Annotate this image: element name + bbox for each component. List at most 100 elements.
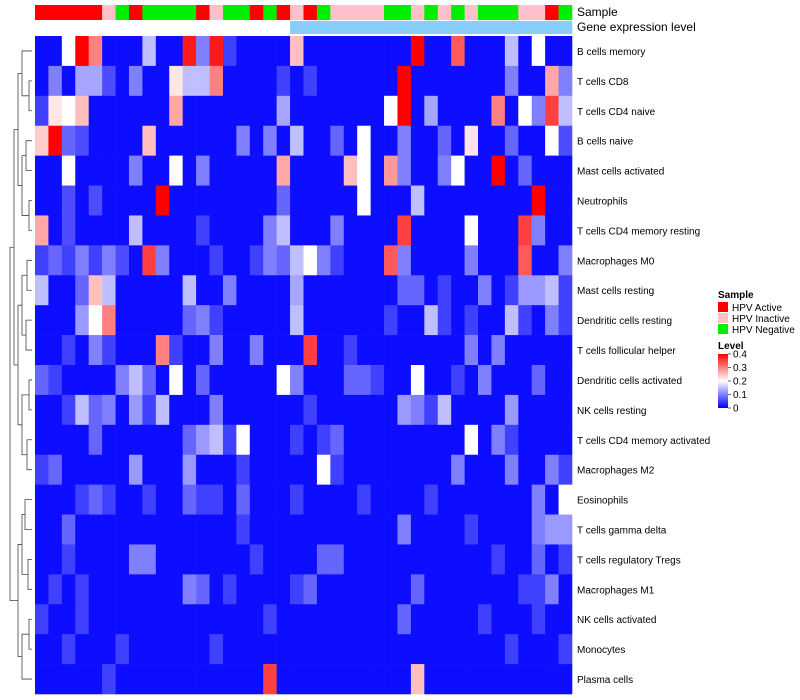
heatmap-cell (128, 514, 143, 545)
heatmap-cell (330, 36, 345, 67)
heatmap-cell (209, 275, 224, 306)
heatmap-cell (236, 65, 251, 97)
heatmap-cell (276, 155, 291, 186)
heatmap-cell (357, 454, 371, 485)
heatmap-cell (249, 604, 264, 635)
sample-annotation-cell (48, 5, 63, 20)
gene-level-cell (61, 21, 76, 34)
heatmap-cell (330, 574, 345, 605)
heatmap-cell (384, 544, 398, 575)
heatmap-cell (196, 664, 210, 695)
heatmap-cell (75, 514, 89, 545)
heatmap-cell (437, 514, 452, 545)
sample-annotation-cell (196, 5, 210, 20)
heatmap-cell (437, 275, 452, 306)
heatmap-cell (276, 245, 291, 276)
heatmap-cell (128, 185, 143, 216)
heatmap-cell (424, 394, 439, 426)
heatmap-cell (222, 604, 237, 635)
heatmap-cell (424, 95, 439, 127)
heatmap-cell (478, 604, 492, 635)
heatmap-cell (491, 454, 506, 485)
heatmap-cell (48, 604, 63, 635)
heatmap-cell (545, 155, 559, 186)
row-label: T cells follicular helper (577, 346, 676, 357)
heatmap-cell (236, 484, 251, 515)
dendrogram-link (17, 544, 22, 658)
heatmap-cell (249, 335, 264, 366)
gene-level-cell (290, 21, 304, 34)
row-label: Monocytes (577, 645, 625, 656)
heatmap-cell (142, 95, 157, 127)
heatmap-cell (330, 454, 345, 485)
heatmap-cell (397, 95, 412, 127)
heatmap-cell (384, 305, 398, 336)
heatmap-cell (397, 365, 412, 396)
heatmap-cell (209, 484, 224, 515)
heatmap-cell (343, 215, 358, 246)
heatmap-cell (384, 484, 398, 515)
heatmap-cell (182, 275, 197, 306)
heatmap-cell (115, 634, 130, 665)
heatmap-cell (222, 125, 237, 156)
heatmap-cell (61, 95, 76, 127)
heatmap-cell (222, 95, 237, 127)
heatmap-cell (316, 574, 331, 605)
heatmap-cell (48, 36, 63, 67)
heatmap-cell (316, 365, 331, 396)
heatmap-cell (397, 604, 412, 635)
heatmap-cell (491, 514, 506, 545)
heatmap-cell (370, 185, 385, 216)
heatmap-cell (545, 394, 559, 426)
sample-annotation-cell (558, 5, 573, 20)
heatmap-cell (330, 95, 345, 127)
heatmap-cell (464, 514, 479, 545)
heatmap-cell (397, 305, 412, 336)
heatmap-cell (142, 365, 157, 396)
heatmap-cell (169, 36, 183, 67)
heatmap-cell (75, 155, 89, 186)
heatmap-cell (263, 454, 277, 485)
heatmap-cell (115, 335, 130, 366)
heatmap-cell (343, 36, 358, 67)
heatmap-cell (276, 394, 291, 426)
heatmap-cell (209, 36, 224, 67)
heatmap-cell (155, 544, 170, 575)
heatmap-cell (48, 514, 63, 545)
sample-annotation-cell (249, 5, 264, 20)
heatmap-cell (182, 664, 197, 695)
heatmap-cell (464, 544, 479, 575)
heatmap-cell (128, 544, 143, 575)
heatmap-cell (410, 574, 425, 605)
heatmap-cell (290, 544, 304, 575)
heatmap-cell (263, 365, 277, 396)
heatmap-cell (290, 125, 304, 156)
heatmap-cell (451, 604, 465, 635)
heatmap-cell (209, 215, 224, 246)
heatmap-cell (464, 36, 479, 67)
heatmap-cell (115, 484, 130, 515)
heatmap-cell (451, 424, 465, 456)
dendrogram-link (26, 259, 32, 291)
legend-swatch (718, 324, 728, 334)
heatmap-cell (249, 185, 264, 216)
heatmap-cell (464, 664, 479, 695)
heatmap-cell (290, 634, 304, 665)
heatmap-cell (531, 125, 546, 156)
sample-annotation-cell (88, 5, 103, 20)
sample-annotation-cell (102, 5, 116, 20)
gene-level-cell (182, 21, 197, 34)
heatmap-cell (61, 185, 76, 216)
heatmap-cell (276, 424, 291, 456)
heatmap-cell (303, 514, 318, 545)
gene-level-cell (518, 21, 533, 34)
heatmap-cell (504, 65, 519, 97)
heatmap-cell (249, 125, 264, 156)
heatmap-cell (370, 215, 385, 246)
heatmap-cell (424, 125, 439, 156)
heatmap-cell (397, 634, 412, 665)
gene-level-annotation-bar (35, 21, 573, 34)
heatmap-cell (290, 424, 304, 456)
heatmap-cell (451, 544, 465, 575)
heatmap-cell (48, 424, 63, 456)
